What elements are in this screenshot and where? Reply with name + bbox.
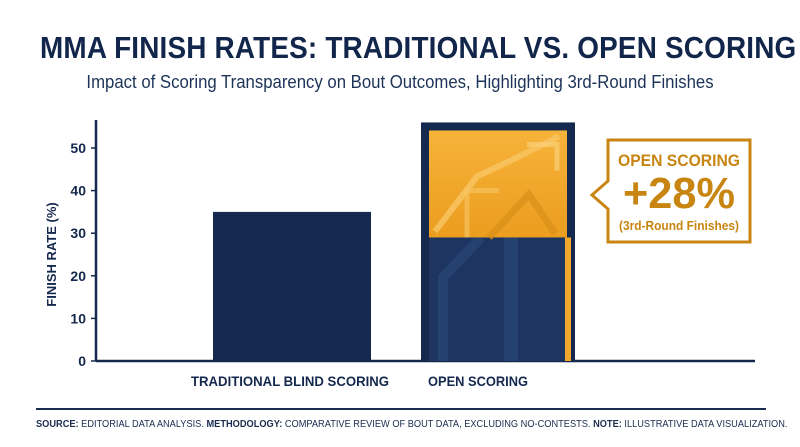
y-tick-label: 20 bbox=[70, 268, 86, 284]
source-label: SOURCE: bbox=[36, 418, 79, 430]
chart-subtitle: Impact of Scoring Transparency on Bout O… bbox=[86, 72, 714, 92]
x-tick-label-traditional: TRADITIONAL BLIND SCORING bbox=[191, 373, 389, 389]
methodology-label: METHODOLOGY: bbox=[206, 418, 283, 430]
highlight-chevron bbox=[486, 188, 558, 240]
note-text: ILLUSTRATIVE DATA VISUALIZATION. bbox=[621, 418, 788, 430]
bar-traditional-blind-scoring bbox=[213, 211, 371, 361]
footer-note: SOURCE: EDITORIAL DATA ANALYSIS. METHODO… bbox=[36, 418, 787, 430]
note-label: NOTE: bbox=[593, 418, 622, 430]
highlight-arrow-head bbox=[527, 141, 560, 171]
x-tick-label-open-scoring: OPEN SCORING bbox=[428, 373, 528, 389]
y-tick-label: 10 bbox=[70, 310, 86, 326]
footer-divider bbox=[36, 408, 766, 410]
y-axis-label: FINISH RATE (%) bbox=[44, 202, 59, 306]
bar-open-scoring-base bbox=[429, 237, 567, 361]
callout-value: +28% bbox=[623, 169, 735, 218]
callout-title: OPEN SCORING bbox=[618, 151, 740, 170]
y-tick-label: 50 bbox=[70, 140, 86, 156]
y-tick-label: 0 bbox=[78, 353, 86, 369]
bar-open-scoring-gold-edge bbox=[565, 237, 571, 361]
y-tick-label: 40 bbox=[70, 183, 86, 199]
callout-box bbox=[589, 138, 752, 244]
chart-title: MMA FINISH RATES: TRADITIONAL VS. OPEN S… bbox=[40, 30, 797, 65]
callout-subtitle: (3rd-Round Finishes) bbox=[619, 218, 739, 233]
source-text: EDITORIAL DATA ANALYSIS. bbox=[78, 418, 207, 430]
highlight-trend-arrow bbox=[432, 133, 561, 234]
y-tick-label: 30 bbox=[70, 225, 86, 241]
bar-open-scoring-base-arrow bbox=[438, 234, 485, 361]
highlight-step bbox=[464, 187, 499, 238]
methodology-text: COMPARATIVE REVIEW OF BOUT DATA, EXCLUDI… bbox=[282, 418, 594, 430]
